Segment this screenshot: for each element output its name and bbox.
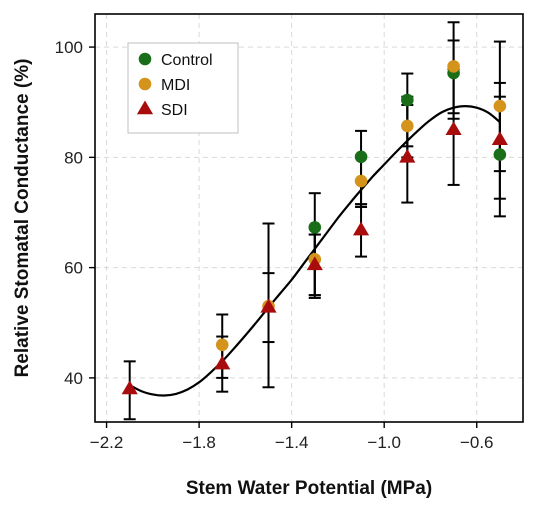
marker-sdi bbox=[352, 221, 370, 236]
marker-sdi bbox=[306, 256, 323, 271]
y-tick-label: 100 bbox=[55, 38, 83, 57]
marker-sdi bbox=[399, 148, 416, 163]
marker-sdi bbox=[121, 380, 138, 395]
x-tick-label: −2.2 bbox=[90, 433, 124, 452]
x-axis-title: Stem Water Potential (MPa) bbox=[186, 478, 432, 499]
data-markers bbox=[121, 60, 508, 395]
legend-marker bbox=[138, 52, 152, 66]
marker-mdi bbox=[401, 119, 414, 133]
axis-ticks: −2.2 −1.8 −1.4 −1.0 −0.6 40 60 80 100 bbox=[55, 38, 494, 452]
y-tick-label: 40 bbox=[64, 369, 83, 388]
legend-item-mdi: MDI bbox=[138, 77, 190, 94]
marker-mdi bbox=[354, 174, 368, 188]
marker-control bbox=[493, 148, 507, 161]
plot-frame bbox=[94, 13, 524, 423]
x-tick-label: −0.6 bbox=[460, 433, 494, 452]
x-tick-label: −1.0 bbox=[367, 433, 401, 452]
marker-sdi bbox=[445, 121, 462, 136]
marker-mdi bbox=[447, 60, 460, 73]
marker-sdi bbox=[214, 355, 231, 370]
marker-sdi bbox=[491, 131, 508, 145]
marker-sdi bbox=[260, 298, 277, 313]
x-tick-label: −1.8 bbox=[182, 433, 216, 452]
marker-control bbox=[308, 221, 322, 234]
y-axis-title: Relative Stomatal Conductance (%) bbox=[12, 59, 33, 378]
marker-control bbox=[401, 93, 414, 107]
legend-item-sdi: SDI bbox=[136, 100, 188, 119]
legend-item-control: Control bbox=[138, 52, 213, 69]
marker-control bbox=[354, 150, 368, 164]
legend-marker bbox=[136, 100, 154, 115]
legend-label: SDI bbox=[161, 102, 188, 119]
marker-mdi bbox=[215, 338, 229, 352]
legend-label: Control bbox=[161, 52, 213, 69]
y-tick-label: 80 bbox=[64, 148, 83, 167]
marker-mdi bbox=[493, 99, 507, 113]
legend: Control MDI SDI bbox=[127, 42, 239, 134]
legend-marker bbox=[138, 77, 152, 91]
legend-label: MDI bbox=[161, 77, 190, 94]
x-tick-label: −1.4 bbox=[275, 433, 309, 452]
y-tick-label: 60 bbox=[64, 259, 83, 278]
